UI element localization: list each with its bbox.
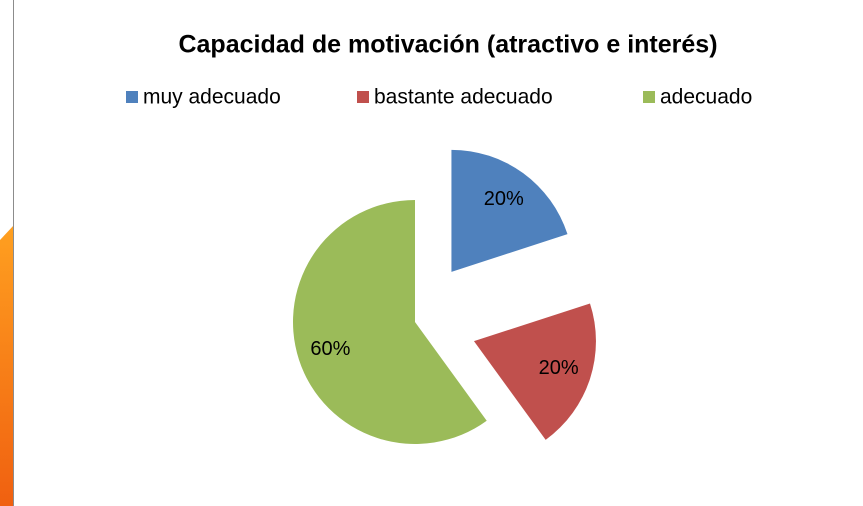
legend-label: bastante adecuado — [374, 86, 553, 109]
legend-swatch — [643, 91, 655, 103]
data-label: 20% — [484, 188, 524, 210]
chart-title: Capacidad de motivación (atractivo e int… — [178, 31, 717, 59]
decoration — [0, 225, 14, 506]
chart: Capacidad de motivación (atractivo e int… — [0, 0, 863, 506]
legend-swatch — [126, 91, 138, 103]
legend-label: muy adecuado — [143, 86, 281, 109]
legend-label: adecuado — [660, 86, 752, 109]
legend-swatch — [357, 91, 369, 103]
data-label: 60% — [310, 338, 350, 360]
data-label: 20% — [539, 357, 579, 379]
